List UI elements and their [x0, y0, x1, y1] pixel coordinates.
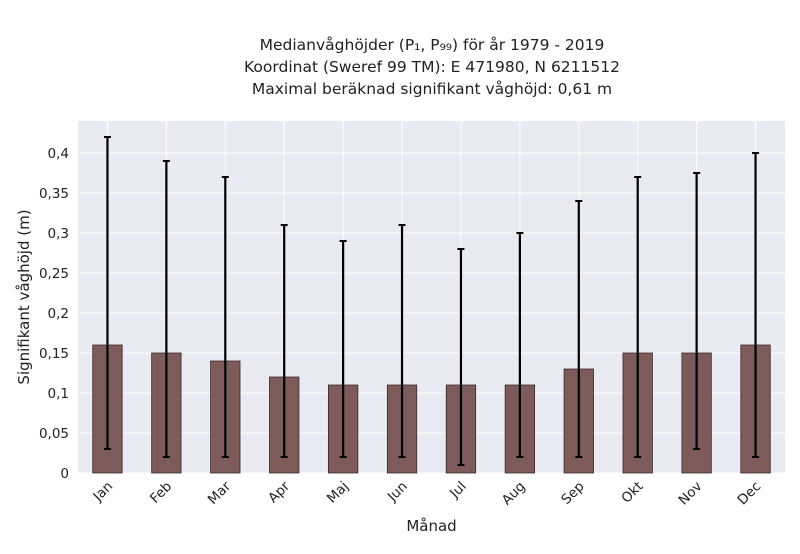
y-tick-label: 0,05	[39, 426, 69, 442]
chart-title-line-1: Medianvåghöjder (P₁, P₉₉) för år 1979 - …	[259, 36, 605, 54]
y-tick-label: 0,2	[48, 306, 69, 322]
x-tick-label-feb: Feb	[147, 479, 175, 507]
x-tick-label-sep: Sep	[558, 479, 587, 508]
x-tick-label-jan: Jan	[90, 479, 117, 506]
x-tick-label-okt: Okt	[618, 479, 646, 507]
x-tick-label-apr: Apr	[265, 478, 293, 506]
y-tick-label: 0,15	[39, 346, 69, 362]
x-tick-label-maj: Maj	[324, 479, 352, 507]
y-tick-label: 0,4	[48, 146, 69, 162]
y-tick-label: 0,1	[48, 386, 69, 402]
chart-title-line-2: Koordinat (Sweref 99 TM): E 471980, N 62…	[244, 58, 620, 76]
y-axis-label: Signifikant våghöjd (m)	[15, 209, 33, 384]
y-tick-label: 0	[60, 466, 69, 482]
chart-title: Medianvåghöjder (P₁, P₉₉) för år 1979 - …	[0, 34, 800, 100]
x-tick-label-dec: Dec	[735, 479, 765, 509]
x-tick-label-mar: Mar	[205, 478, 235, 508]
y-tick-label: 0,3	[48, 226, 69, 242]
y-tick-label: 0,25	[39, 266, 69, 282]
x-tick-label-aug: Aug	[499, 479, 529, 509]
y-tick-label: 0,35	[39, 186, 69, 202]
x-tick-label-nov: Nov	[676, 479, 706, 509]
x-tick-label-jun: Jun	[384, 479, 411, 506]
x-tick-label-jul: Jul	[446, 479, 470, 503]
plot-background	[78, 121, 785, 473]
chart-title-line-3: Maximal beräknad signifikant våghöjd: 0,…	[251, 80, 613, 98]
x-axis-label: Månad	[406, 517, 456, 535]
